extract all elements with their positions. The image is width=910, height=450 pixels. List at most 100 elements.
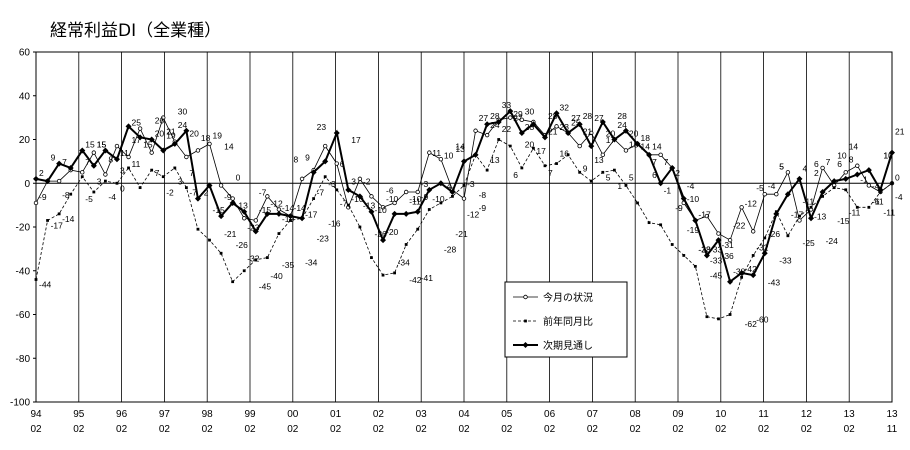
data-point [796, 175, 803, 182]
data-point [229, 199, 236, 206]
data-point [57, 212, 61, 216]
legend-label: 前年同月比 [543, 315, 593, 328]
x-tick-year: 07 [587, 409, 599, 420]
data-label: 6 [652, 170, 657, 180]
data-point [738, 269, 745, 276]
data-point [727, 278, 734, 285]
data-label: 24 [490, 120, 500, 130]
data-label: -4 [768, 181, 776, 191]
data-point [555, 162, 558, 165]
data-label: 18 [641, 133, 651, 143]
data-point [380, 205, 386, 210]
data-label: 21 [166, 126, 176, 136]
data-label: 3 [351, 177, 356, 187]
data-point [369, 194, 374, 199]
data-label: -43 [768, 277, 781, 287]
data-label: -15 [259, 205, 272, 215]
x-tick-month: 02 [116, 424, 128, 435]
data-point [785, 170, 791, 175]
data-label: 22 [502, 124, 512, 134]
data-label: 4 [803, 164, 808, 174]
data-point [819, 189, 826, 195]
data-label: -7 [259, 188, 267, 198]
x-tick-month: 02 [630, 424, 642, 435]
data-label: 20 [189, 129, 199, 139]
data-label: 11 [120, 148, 129, 158]
data-point [310, 169, 317, 176]
x-tick-year: 09 [672, 409, 684, 420]
data-point [461, 196, 467, 201]
y-tick-label: -40 [16, 266, 31, 277]
data-label: 17 [351, 135, 361, 145]
data-label: 20 [606, 129, 616, 139]
data-label: 13 [594, 155, 604, 165]
data-label: -3 [328, 179, 336, 189]
data-point [739, 205, 744, 210]
data-point [808, 215, 815, 222]
data-label: -31 [722, 240, 735, 250]
data-label: -4 [444, 181, 452, 191]
data-label: -34 [398, 258, 411, 268]
x-tick-year: 01 [330, 409, 342, 420]
data-point [113, 156, 120, 163]
data-point [842, 175, 849, 182]
data-point [33, 175, 39, 182]
data-point [102, 147, 109, 154]
x-tick-year: 05 [501, 409, 513, 420]
data-label: 23 [317, 122, 327, 132]
data-point [462, 184, 466, 187]
data-point [368, 208, 375, 215]
x-tick-year: 12 [801, 409, 813, 420]
x-tick-month: 02 [73, 424, 85, 435]
data-label: -42 [745, 264, 758, 274]
data-point [91, 150, 97, 155]
x-tick-month: 02 [801, 424, 813, 435]
data-label: 32 [560, 102, 570, 112]
data-point [809, 205, 813, 209]
y-tick-label: 60 [19, 48, 31, 59]
data-point [877, 186, 884, 193]
data-label: 13 [455, 144, 465, 154]
x-tick-month: 02 [287, 424, 299, 435]
x-tick-year: 10 [715, 409, 727, 420]
data-point [218, 183, 224, 188]
data-point [519, 117, 525, 123]
data-label: -38 [733, 266, 746, 276]
data-point [889, 149, 895, 156]
data-point [751, 254, 755, 257]
data-label: -4 [895, 192, 903, 202]
data-label: 10 [444, 150, 454, 160]
data-point [472, 151, 479, 158]
x-tick-year: 97 [159, 409, 171, 420]
data-point [150, 168, 154, 172]
data-point [589, 179, 593, 183]
data-point [508, 144, 512, 148]
data-point [600, 152, 606, 158]
data-label: 6 [340, 159, 345, 169]
data-point [299, 176, 305, 182]
x-tick-year: 04 [458, 409, 470, 420]
series-3 [33, 108, 895, 285]
data-label: 9 [305, 153, 310, 163]
data-label: -14 [62, 214, 75, 224]
data-label: -11 [883, 207, 895, 217]
data-label: -26 [375, 229, 388, 239]
data-label: -13 [236, 201, 249, 211]
x-tick-year: 02 [373, 409, 385, 420]
data-label: 7 [652, 157, 657, 167]
data-point [611, 136, 618, 143]
y-tick-label: 40 [19, 91, 31, 102]
legend-label: 次期見通し [543, 339, 593, 352]
data-point [427, 208, 431, 211]
data-label: -12 [745, 199, 758, 209]
data-label: 21 [583, 126, 593, 136]
data-point [346, 203, 350, 207]
data-label: -10 [687, 194, 700, 204]
data-label: 10 [837, 150, 847, 160]
data-label: -4 [687, 181, 695, 191]
data-point [553, 110, 560, 117]
x-tick-month: 02 [672, 424, 684, 435]
data-point [264, 210, 271, 217]
data-label: -24 [826, 236, 839, 246]
data-point [138, 186, 142, 190]
